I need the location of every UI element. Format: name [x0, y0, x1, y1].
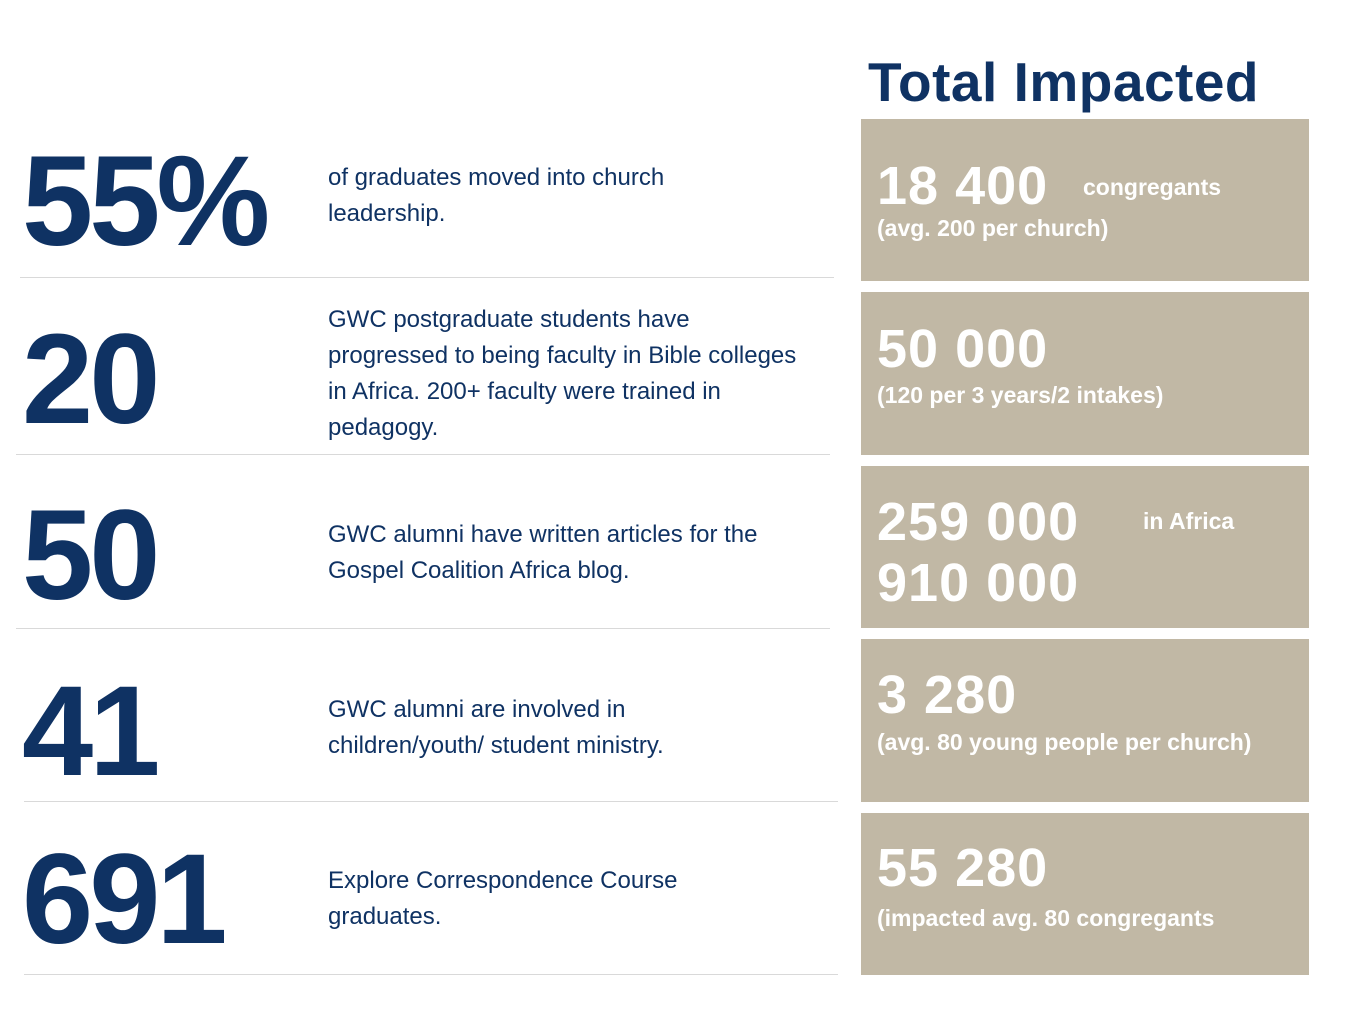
divider — [24, 801, 838, 802]
stat-number-20: 20 — [22, 308, 160, 451]
impact-note: (avg. 80 young people per church) — [877, 729, 1252, 755]
impact-box-congregants: 18 400 congregants (avg. 200 per church) — [861, 119, 1309, 281]
impact-value: 55 280 — [877, 838, 1049, 898]
impact-suffix: congregants — [1083, 174, 1222, 200]
stat-description-correspondence: Explore Correspondence Course graduates. — [328, 867, 678, 930]
impact-value: 50 000 — [877, 319, 1049, 379]
impact-box-africa: 259 000 in Africa 910 000 — [861, 466, 1309, 628]
impact-note: (120 per 3 years/2 intakes) — [877, 382, 1164, 408]
impact-value: 259 000 — [877, 492, 1080, 552]
stat-description-youth-ministry: GWC alumni are involved in children/yout… — [328, 696, 664, 759]
stat-number-55-percent: 55% — [22, 130, 270, 273]
impact-note: (avg. 200 per church) — [877, 215, 1109, 241]
stat-number-41: 41 — [22, 660, 160, 803]
stat-number-50: 50 — [22, 484, 160, 627]
divider — [16, 628, 830, 629]
stat-description-faculty: GWC postgraduate students have progresse… — [328, 306, 797, 441]
impact-note: (impacted avg. 80 congregants — [877, 905, 1215, 931]
impact-box-congregants-total: 55 280 (impacted avg. 80 congregants — [861, 813, 1309, 975]
impact-value-secondary: 910 000 — [877, 553, 1080, 613]
stat-description-blog-articles: GWC alumni have written articles for the… — [328, 521, 758, 584]
impact-value: 18 400 — [877, 156, 1049, 216]
divider — [16, 454, 830, 455]
stat-number-691: 691 — [22, 828, 228, 971]
impact-box-young-people: 3 280 (avg. 80 young people per church) — [861, 639, 1309, 802]
impact-box-intakes: 50 000 (120 per 3 years/2 intakes) — [861, 292, 1309, 455]
divider — [24, 974, 838, 975]
total-impacted-heading: Total Impacted — [868, 51, 1260, 113]
divider — [20, 277, 834, 278]
stat-description-church-leadership: of graduates moved into church leadershi… — [328, 164, 665, 227]
impact-value: 3 280 — [877, 665, 1018, 725]
impact-suffix: in Africa — [1143, 508, 1235, 534]
